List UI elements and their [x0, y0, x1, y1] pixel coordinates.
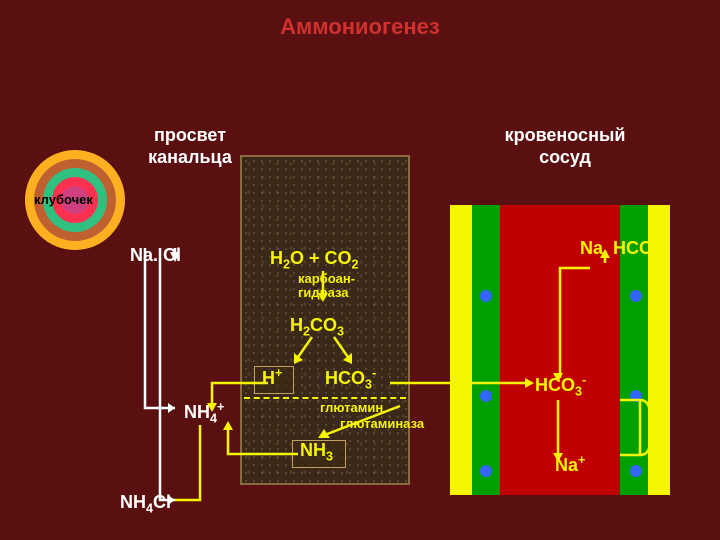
ves-l2: сосуд	[539, 147, 591, 167]
receptor-dot	[630, 390, 642, 402]
receptor-dot	[480, 465, 492, 477]
carboanhydrase-text: карбоан- гидраза	[298, 272, 355, 301]
nh4-plus-text: NH4+	[184, 400, 224, 426]
nacl-text: Na. Cl	[130, 245, 181, 266]
hco3-left-text: HCO3-	[325, 366, 376, 392]
glomerulus-label: клубочек	[34, 192, 93, 207]
h2co3-text: H2CO3	[290, 315, 344, 339]
glutamine-text: глютамин	[320, 400, 383, 415]
dashed-line	[244, 397, 406, 399]
nahco3-text: Na. HCO3	[580, 238, 660, 262]
nh3-text: NH3	[300, 440, 333, 464]
lumen-l2: канальца	[148, 147, 232, 167]
receptor-dot	[630, 290, 642, 302]
ves-l1: кровеносный	[505, 125, 626, 145]
receptor-dot	[480, 290, 492, 302]
vessel-green-left	[472, 205, 500, 495]
nh4cl-text: NH4Cl	[120, 492, 171, 516]
receptor-dot	[480, 390, 492, 402]
h-plus-text: H+	[262, 366, 282, 389]
hco3-right-text: HCO3-	[535, 373, 586, 399]
h2o-co2-text: H2O + CO2	[270, 248, 359, 272]
receptor-dot	[630, 465, 642, 477]
glutaminase-text: глютаминаза	[340, 416, 424, 431]
lumen-label: просвет канальца	[120, 125, 260, 168]
lumen-l1: просвет	[154, 125, 226, 145]
vessel-wall-left	[450, 205, 472, 495]
na-plus-text: Na+	[555, 453, 585, 476]
vessel-label: кровеносный сосуд	[475, 125, 655, 168]
diagram-title: Аммониогенез	[0, 14, 720, 40]
